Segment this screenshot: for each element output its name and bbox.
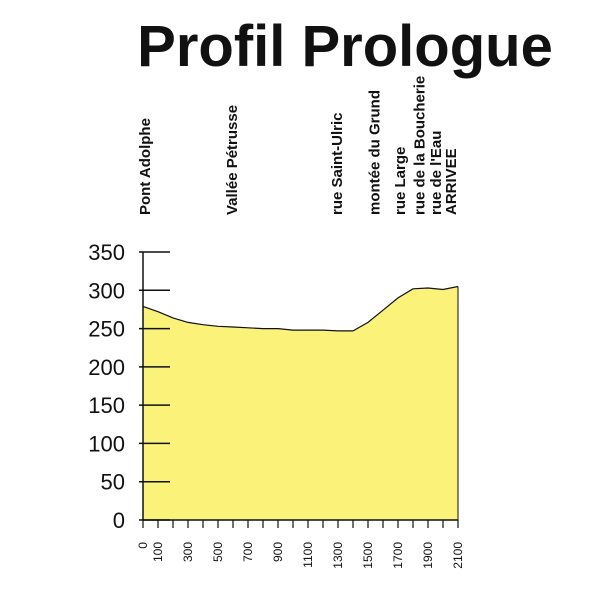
x-tick-label: 1300 bbox=[331, 542, 345, 569]
place-label: ARRIVEE bbox=[443, 148, 460, 215]
x-tick-label: 300 bbox=[181, 542, 195, 562]
place-label: montée du Grund bbox=[367, 90, 384, 215]
place-label: Pont Adolphe bbox=[137, 118, 154, 215]
x-tick-label: 0 bbox=[136, 542, 150, 549]
x-tick-label: 2100 bbox=[451, 542, 465, 569]
chart-title: Profil Prologue bbox=[137, 14, 553, 79]
x-tick-label: 1100 bbox=[301, 542, 315, 568]
x-tick-label: 700 bbox=[241, 542, 255, 562]
x-tick-label: 1700 bbox=[391, 542, 405, 569]
y-tick-label: 100 bbox=[88, 431, 125, 456]
y-tick-label: 350 bbox=[88, 240, 125, 265]
x-tick-label: 500 bbox=[211, 542, 225, 562]
x-tick-label: 100 bbox=[151, 542, 165, 562]
place-label: rue de l'Eau bbox=[428, 131, 445, 215]
elevation-area bbox=[143, 286, 458, 520]
y-tick-label: 150 bbox=[88, 393, 125, 418]
place-label: Vallée Pétrusse bbox=[224, 105, 241, 215]
x-tick-label: 1900 bbox=[421, 542, 435, 569]
y-tick-label: 0 bbox=[113, 508, 125, 533]
y-tick-label: 250 bbox=[88, 317, 125, 342]
y-tick-label: 50 bbox=[101, 470, 125, 495]
place-label: rue Saint-Ulric bbox=[329, 112, 346, 215]
y-tick-label: 300 bbox=[88, 278, 125, 303]
x-tick-label: 1500 bbox=[361, 542, 375, 569]
x-tick-label: 900 bbox=[271, 542, 285, 562]
y-tick-label: 200 bbox=[88, 355, 125, 380]
place-labels: Pont Adolphe Vallée Pétrusse rue Saint-Ulr… bbox=[137, 76, 460, 215]
place-label: rue de la Boucherie bbox=[412, 76, 429, 215]
elevation-line bbox=[142, 285, 459, 332]
place-label: rue Large bbox=[392, 147, 409, 215]
